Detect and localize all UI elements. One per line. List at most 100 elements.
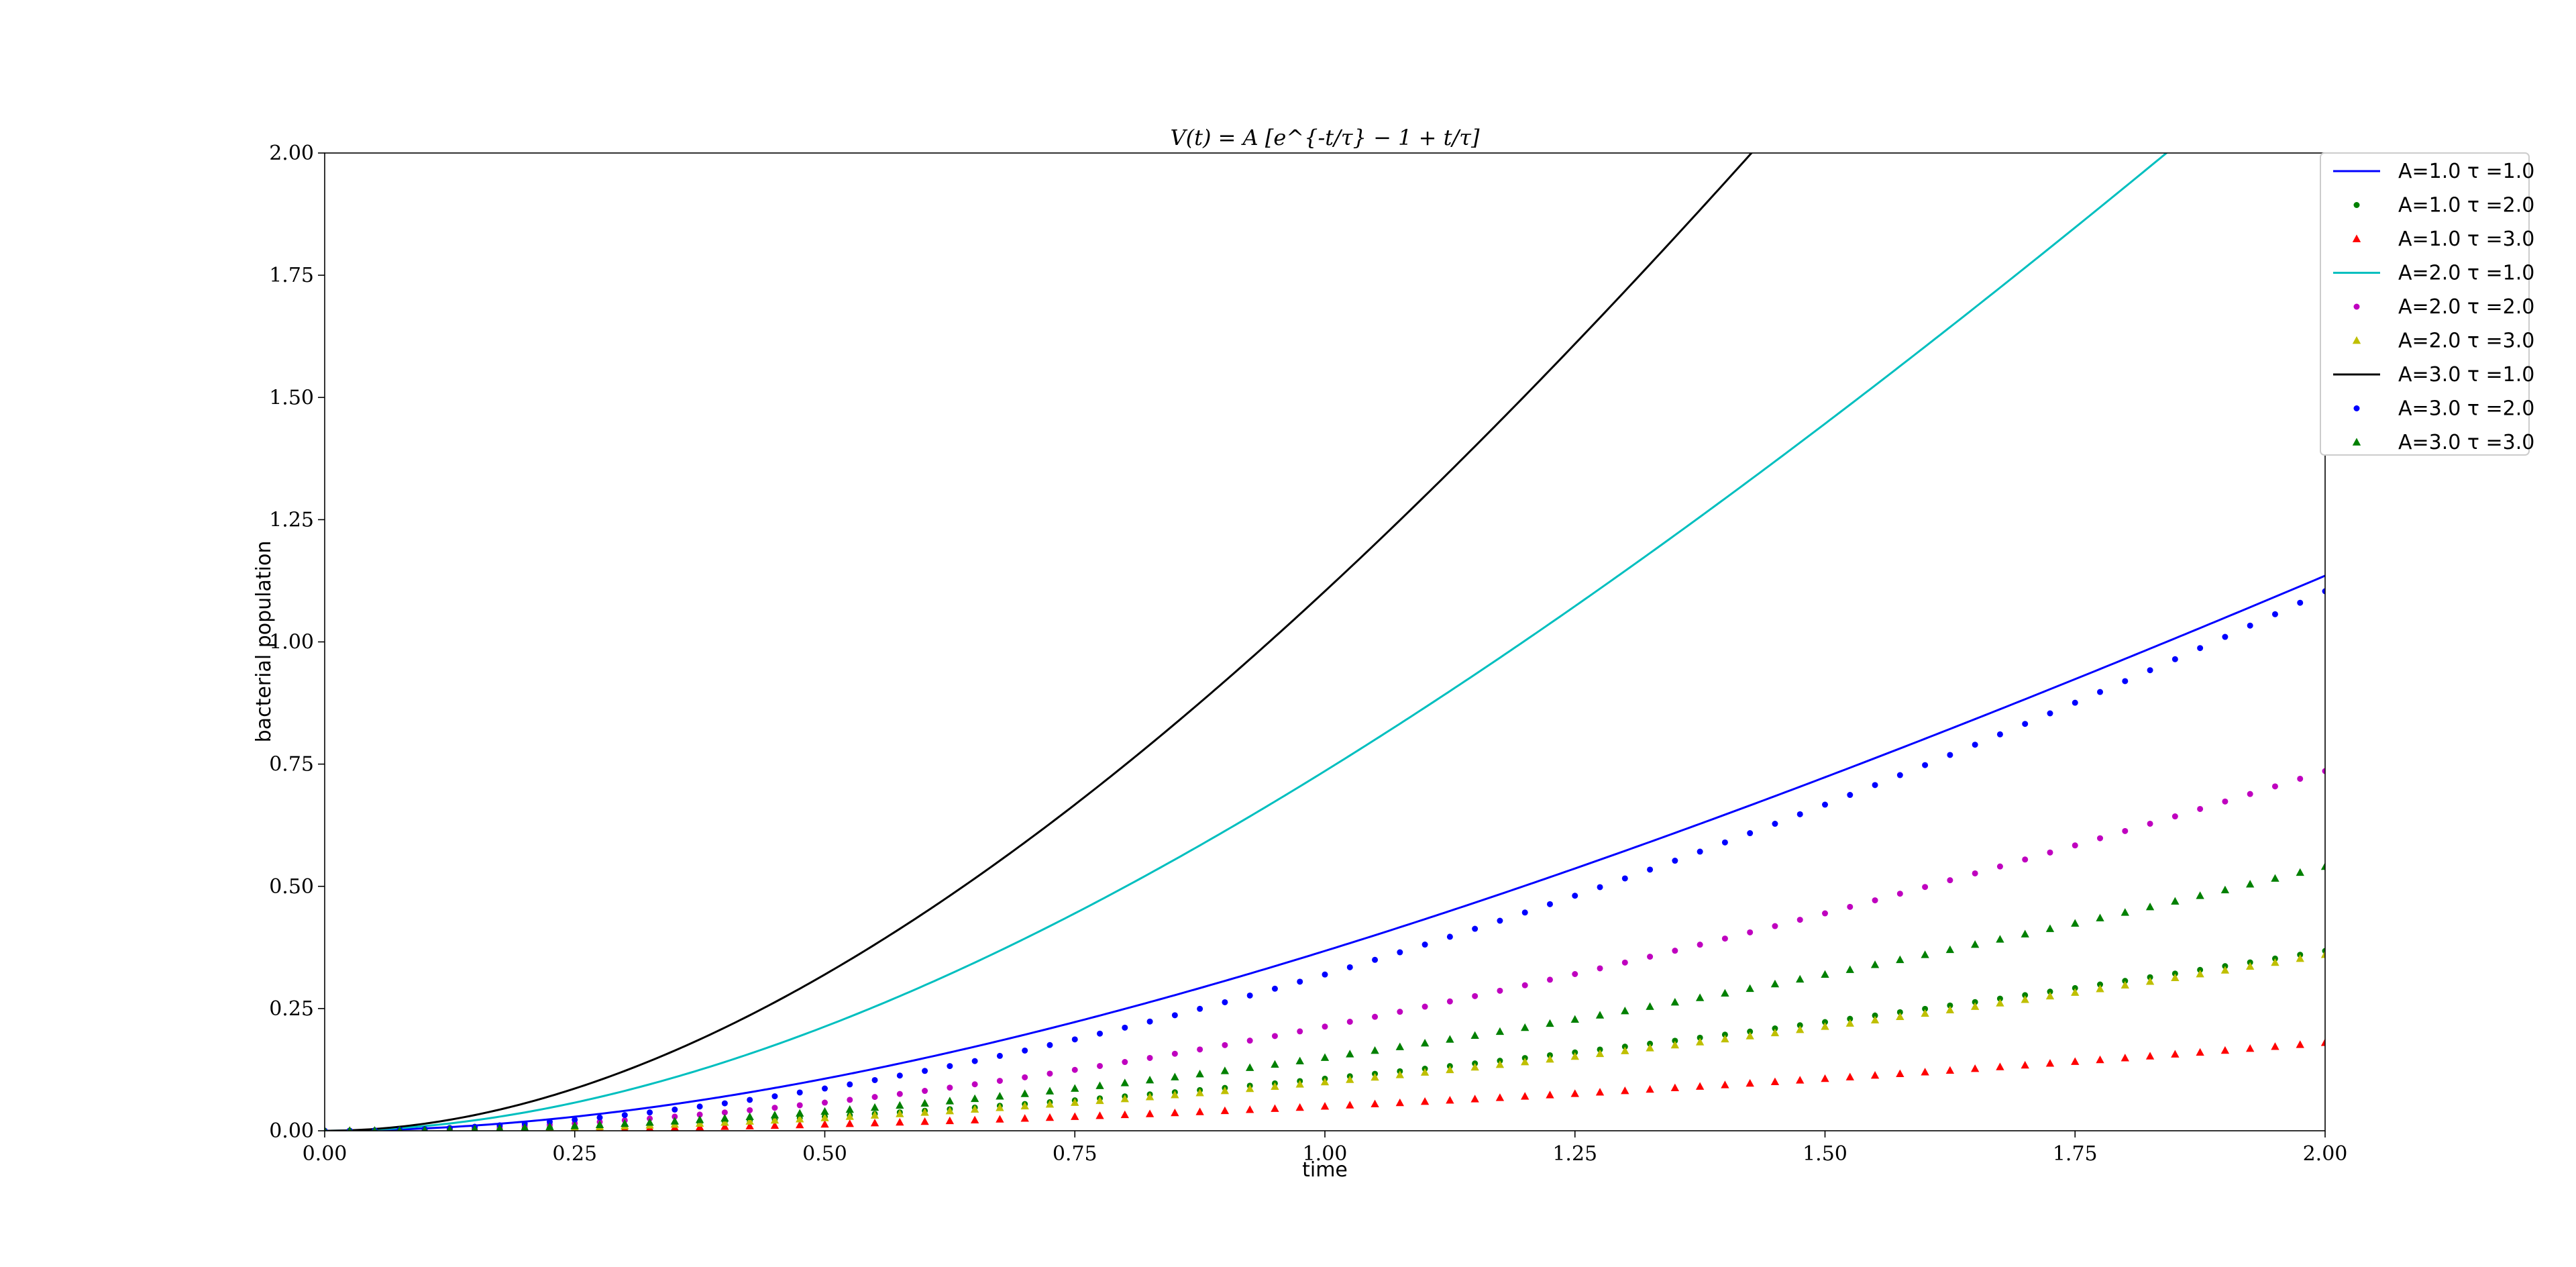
data-point xyxy=(1195,1069,1204,1078)
y-tick-label: 0.25 xyxy=(269,997,314,1021)
data-point xyxy=(1371,1046,1379,1054)
y-tick-label: 0.75 xyxy=(269,753,314,776)
data-point xyxy=(1822,1019,1828,1025)
data-point xyxy=(1446,1035,1454,1043)
data-point xyxy=(570,1121,579,1129)
data-point xyxy=(1071,1066,1078,1073)
data-point xyxy=(1020,1101,1029,1110)
data-point xyxy=(2072,984,2078,991)
data-point xyxy=(695,1115,704,1123)
data-point xyxy=(745,1121,754,1129)
data-point xyxy=(1970,1002,1980,1010)
data-point xyxy=(2045,924,2055,932)
data-point xyxy=(996,1115,1004,1123)
data-point xyxy=(1646,1002,1654,1010)
data-point xyxy=(1320,1053,1330,1061)
data-point xyxy=(2322,768,2325,774)
data-point xyxy=(745,1112,754,1120)
data-point xyxy=(1972,870,1978,876)
data-point xyxy=(1896,955,1904,964)
data-point xyxy=(771,1093,778,1100)
data-point xyxy=(1095,1111,1104,1119)
legend-box xyxy=(2320,152,2530,456)
data-point xyxy=(1721,839,1728,846)
data-point xyxy=(1372,1013,1379,1020)
data-point xyxy=(1996,999,2004,1007)
data-point xyxy=(546,1119,553,1125)
series-1 xyxy=(325,574,2325,1131)
y-axis: 0.00 0.25 0.50 0.75 1.00 1.25 1.50 1.75 2.00 xyxy=(269,142,325,1143)
data-point xyxy=(996,1092,1004,1100)
data-point xyxy=(2222,634,2229,640)
data-point xyxy=(1621,1006,1629,1015)
data-point xyxy=(1220,1086,1230,1095)
data-point xyxy=(446,1125,453,1131)
data-point xyxy=(896,1101,904,1109)
data-point xyxy=(1695,993,1705,1001)
data-point xyxy=(1695,1082,1705,1090)
data-point xyxy=(1095,1081,1104,1089)
legend-label: A=1.0 τ =1.0 xyxy=(2398,160,2534,183)
data-point xyxy=(396,1125,402,1131)
data-point xyxy=(1647,954,1654,960)
data-point xyxy=(1546,1091,1554,1099)
data-point xyxy=(2122,827,2129,834)
data-point xyxy=(1896,1009,1903,1015)
data-point xyxy=(1572,970,1578,977)
data-point xyxy=(721,1109,728,1116)
data-point xyxy=(870,1103,879,1111)
data-point xyxy=(645,1118,654,1126)
data-point xyxy=(2222,798,2229,805)
data-point xyxy=(2122,678,2129,685)
data-point xyxy=(2246,962,2255,970)
data-point xyxy=(822,1099,828,1106)
data-point xyxy=(2145,977,2155,985)
data-point xyxy=(1346,1019,1353,1025)
legend-label: A=3.0 τ =3.0 xyxy=(2398,431,2534,454)
data-point xyxy=(796,1120,804,1129)
data-point xyxy=(2297,599,2304,606)
data-point xyxy=(820,1113,829,1121)
data-layer xyxy=(325,153,2325,1131)
data-point xyxy=(1945,1005,1955,1014)
data-point xyxy=(1346,1050,1354,1058)
data-point xyxy=(1896,891,1903,897)
data-point xyxy=(1071,1036,1078,1043)
x-tick-label: 1.00 xyxy=(1303,1142,1348,1166)
data-point xyxy=(1446,1096,1454,1104)
data-point xyxy=(720,1113,729,1122)
data-point xyxy=(1872,782,1878,789)
data-point xyxy=(1297,1028,1303,1035)
x-tick-label: 1.25 xyxy=(1552,1142,1597,1166)
legend-item: A=1.0 τ =3.0 xyxy=(2352,227,2534,251)
data-point xyxy=(1970,1064,1980,1072)
data-point xyxy=(1045,1113,1055,1121)
data-point xyxy=(796,1089,803,1096)
data-point xyxy=(1947,1002,1953,1009)
data-point xyxy=(2047,710,2053,717)
data-point xyxy=(2047,989,2053,995)
data-point xyxy=(1670,1083,1680,1092)
data-point xyxy=(1570,1089,1579,1097)
data-point xyxy=(947,1063,953,1070)
data-point xyxy=(1721,935,1728,942)
data-point xyxy=(1746,1078,1754,1087)
data-point xyxy=(1947,752,1953,758)
x-tick-label: 0.75 xyxy=(1053,1142,1097,1166)
data-point xyxy=(970,1094,979,1103)
data-point xyxy=(1772,821,1778,827)
data-point xyxy=(2247,622,2253,629)
data-point xyxy=(1521,1023,1529,1031)
data-point xyxy=(1120,1095,1129,1103)
data-point xyxy=(1721,1080,1729,1088)
data-point xyxy=(820,1119,829,1128)
data-point xyxy=(896,1091,903,1097)
data-point xyxy=(1670,997,1680,1006)
data-point xyxy=(2271,783,2278,790)
data-point xyxy=(770,1115,780,1124)
data-point xyxy=(1246,1084,1254,1093)
data-point xyxy=(670,1117,680,1125)
data-point xyxy=(596,1114,603,1121)
data-point xyxy=(1670,1040,1680,1049)
legend-triangle-marker xyxy=(2352,438,2361,446)
